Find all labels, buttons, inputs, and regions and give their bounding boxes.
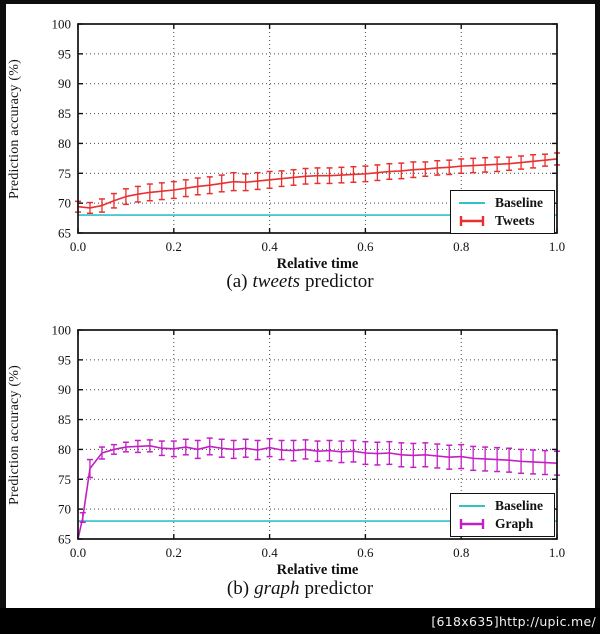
x-tick-label: 0.6: [357, 545, 374, 560]
caption-a: (a) tweets predictor: [0, 271, 600, 293]
errorbar-swatch: [457, 517, 487, 531]
axes-spines: [77, 329, 558, 540]
graph-chart: 0.0 0.2 0.4 0.6 0.8 1.0 65 70 75 80 85 90 95 100: [52, 323, 566, 561]
y-tick-label: 95: [58, 352, 71, 367]
y-tick-label: 80: [58, 136, 71, 151]
caption-italic-word: graph: [254, 578, 300, 599]
y-tick-label: 85: [58, 106, 71, 121]
y-tick-label: 90: [58, 382, 71, 397]
legend-label-tweets: Tweets: [495, 213, 535, 228]
y-tick-label: 100: [52, 323, 72, 338]
x-tick-label: 0.0: [70, 239, 86, 254]
y-axis-label-text: Prediction accuracy (%): [7, 364, 22, 505]
x-tick-label: 0.2: [166, 545, 182, 560]
y-tick-label: 75: [58, 472, 71, 487]
legend-row-graph: Graph: [457, 515, 548, 533]
y-tick-label: 90: [58, 76, 71, 91]
x-tick-label: 0.8: [453, 545, 469, 560]
y-tick-label: 85: [58, 412, 71, 427]
y-tick-label: 70: [58, 502, 71, 517]
x-tick-label: 0.4: [261, 239, 278, 254]
errorbar-glyph-icon: [459, 519, 485, 529]
caption-suffix: predictor: [305, 271, 374, 292]
axes-spines: [77, 23, 558, 234]
caption-prefix: (b): [226, 578, 250, 599]
y-axis-label-text: Prediction accuracy (%): [7, 58, 22, 199]
legend-label-baseline: Baseline: [495, 195, 544, 210]
x-tick-label: 1.0: [549, 545, 565, 560]
frame-border-right: [595, 0, 600, 634]
caption-prefix: (a): [226, 271, 248, 292]
legend-label-graph: Graph: [495, 516, 534, 531]
legend-row-tweets: Tweets: [457, 212, 548, 230]
baseline-line-swatch: [457, 201, 487, 205]
x-tick-label: 0.4: [261, 545, 278, 560]
x-tick-label: 0.8: [453, 239, 469, 254]
baseline-line-swatch: [457, 504, 487, 508]
watermark-bar: [618x635]http://upic.me/: [0, 608, 600, 634]
y-tick-label: 65: [58, 532, 71, 547]
legend-row-baseline: Baseline: [457, 194, 548, 212]
x-tick-label: 0.2: [166, 239, 182, 254]
frame-border-top: [0, 0, 600, 4]
y-tick-label: 75: [58, 166, 71, 181]
legend-row-baseline: Baseline: [457, 497, 548, 515]
legend-label-baseline: Baseline: [495, 498, 544, 513]
errorbar-glyph-icon: [459, 216, 485, 226]
y-tick-label: 80: [58, 442, 71, 457]
legend-graph: Baseline Graph: [450, 493, 555, 537]
graph-series-line: [77, 445, 558, 540]
x-tick-label: 0.0: [70, 545, 86, 560]
x-axis-label-graph: Relative time: [276, 562, 359, 578]
watermark-text: [618x635]http://upic.me/: [431, 613, 596, 629]
y-tick-label: 100: [52, 17, 72, 32]
legend-tweets: Baseline Tweets: [450, 190, 555, 234]
frame-border-left: [0, 0, 6, 634]
tweets-chart: 0.0 0.2 0.4 0.6 0.8 1.0 65 70 75 80 85 90 95 100: [52, 17, 566, 255]
caption-italic-word: tweets: [252, 271, 301, 292]
x-tick-label: 1.0: [549, 239, 565, 254]
y-tick-label: 65: [58, 226, 71, 241]
x-axis-label-tweets: Relative time: [276, 256, 359, 272]
errorbar-swatch: [457, 214, 487, 228]
x-tick-label: 0.6: [357, 239, 374, 254]
caption-suffix: predictor: [304, 578, 374, 599]
y-tick-label: 95: [58, 46, 71, 61]
tweets-series-line: [77, 158, 558, 209]
y-tick-label: 70: [58, 196, 71, 211]
caption-b: (b) graph predictor: [0, 578, 600, 600]
